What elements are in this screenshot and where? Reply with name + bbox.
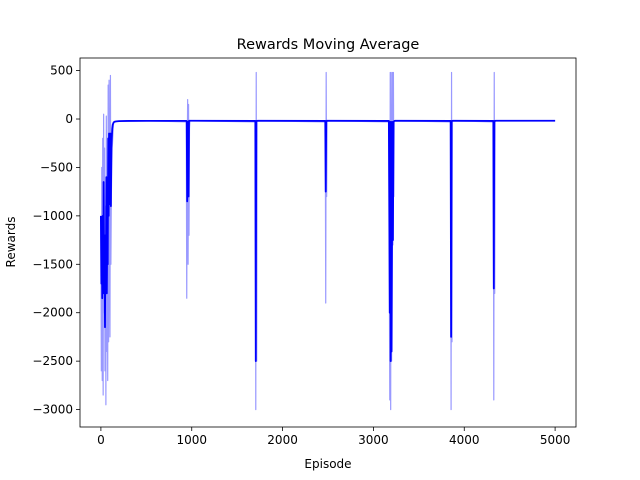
x-tick-label: 4000 <box>449 433 480 447</box>
series-line-moving-average <box>99 119 556 363</box>
y-tick-label: −1500 <box>32 257 73 271</box>
y-tick-label: −2500 <box>32 354 73 368</box>
x-tick-label: 0 <box>97 433 105 447</box>
chart-title: Rewards Moving Average <box>237 37 420 53</box>
y-tick-label: −500 <box>40 160 73 174</box>
y-tick-label: 0 <box>65 112 73 126</box>
plot-frame <box>79 57 577 428</box>
x-tick-label: 2000 <box>267 433 298 447</box>
x-tick-label: 3000 <box>358 433 389 447</box>
x-tick-label: 5000 <box>540 433 571 447</box>
y-tick-label: 500 <box>50 64 73 78</box>
x-axis-label: Episode <box>304 457 351 471</box>
x-tick-label: 1000 <box>176 433 207 447</box>
y-axis-label: Rewards <box>4 217 18 268</box>
y-tick-label: −1000 <box>32 209 73 223</box>
series-line-raw-rewards <box>100 71 556 411</box>
y-tick-label: −3000 <box>32 403 73 417</box>
y-tick-label: −2000 <box>32 306 73 320</box>
